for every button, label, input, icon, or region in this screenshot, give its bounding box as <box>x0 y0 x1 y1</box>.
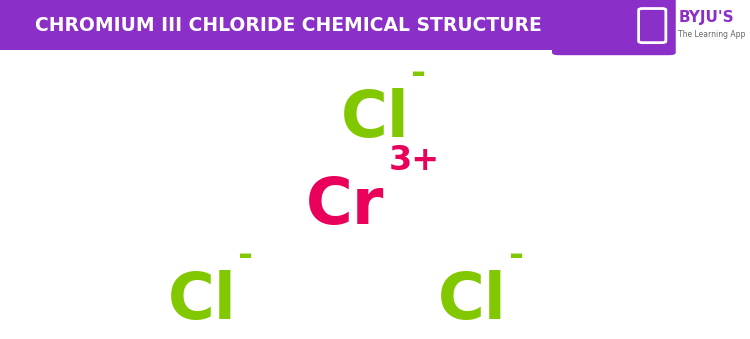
Text: The Learning App: The Learning App <box>678 29 746 39</box>
Text: Cr: Cr <box>306 175 384 237</box>
FancyBboxPatch shape <box>0 0 626 50</box>
Text: -: - <box>238 239 254 273</box>
Text: BYJU'S: BYJU'S <box>678 10 734 25</box>
Text: Cl: Cl <box>168 271 237 333</box>
Text: 3+: 3+ <box>388 144 439 177</box>
FancyBboxPatch shape <box>552 0 676 55</box>
Text: -: - <box>509 239 524 273</box>
Text: CHROMIUM III CHLORIDE CHEMICAL STRUCTURE: CHROMIUM III CHLORIDE CHEMICAL STRUCTURE <box>34 16 542 35</box>
Text: Cl: Cl <box>438 271 507 333</box>
Text: -: - <box>411 57 426 91</box>
Text: Cl: Cl <box>340 88 410 151</box>
